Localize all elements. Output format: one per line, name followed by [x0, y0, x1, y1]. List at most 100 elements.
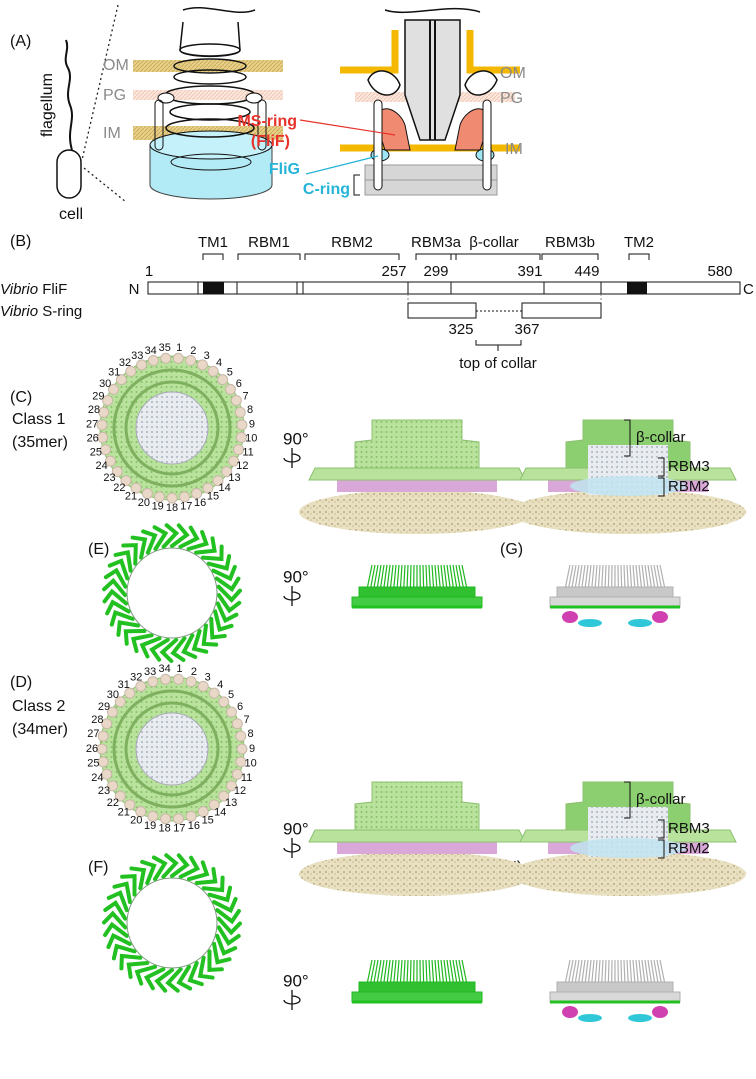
collar-model	[601, 959, 604, 983]
subunit-density	[125, 365, 137, 377]
subunit-model	[212, 941, 232, 965]
collar-model	[607, 959, 610, 983]
collar-model	[594, 564, 598, 588]
subunit-number: 8	[247, 404, 253, 416]
subunit-number: 23	[103, 472, 115, 484]
subunit-model	[123, 629, 147, 646]
rbm2-bracket	[658, 477, 665, 497]
rotation-label: 90°	[283, 429, 309, 448]
ring-model	[358, 586, 476, 598]
collar-model	[597, 564, 601, 588]
rbm3-density	[337, 480, 497, 492]
subunit-number: 15	[202, 815, 214, 827]
subunit-model	[111, 943, 137, 961]
subunit-density	[120, 475, 132, 487]
ms-ring-label: MS-ring	[237, 113, 297, 130]
collar-model	[650, 564, 656, 588]
subunit-number: 21	[125, 491, 137, 503]
rbm2-model	[562, 611, 578, 623]
subunit-model	[212, 896, 238, 914]
collar-model	[623, 959, 626, 983]
subunit-number: 4	[216, 357, 222, 369]
collar-model	[659, 959, 666, 983]
subunit-number: 27	[86, 418, 98, 430]
subunit-number: 22	[113, 482, 125, 494]
collar-model	[591, 959, 595, 983]
collar-model	[626, 564, 629, 588]
subunit-number: 14	[218, 482, 230, 494]
collar-model	[431, 564, 435, 588]
collar-model	[629, 959, 633, 983]
subunit-density	[196, 359, 208, 371]
subunit-number: 6	[237, 701, 243, 713]
collar-model	[409, 959, 412, 983]
collar-model	[623, 564, 626, 588]
subunit-number: 12	[236, 460, 248, 472]
flig-label: FliG	[269, 161, 300, 178]
subunit-model	[216, 584, 242, 603]
subunit-model	[215, 933, 238, 956]
collar-model	[386, 564, 391, 588]
collar-model	[366, 959, 373, 983]
membrane-label: IM	[505, 141, 523, 158]
subunit-density	[235, 431, 247, 443]
flif-label: (FliF)	[251, 133, 290, 150]
collar-density	[354, 419, 480, 469]
collar-model	[629, 564, 633, 588]
collar-model	[380, 959, 385, 983]
collar-model	[571, 564, 577, 588]
subunit-model	[194, 867, 218, 886]
collar-model	[653, 959, 659, 983]
subunit-density	[135, 680, 147, 692]
domain-bracket	[304, 253, 400, 260]
subunit-density	[101, 768, 113, 780]
domain-label: RBM2	[331, 234, 373, 251]
subunit-density	[207, 365, 219, 377]
collar-model	[393, 959, 397, 983]
collar-model	[386, 959, 391, 983]
subunit-density	[97, 431, 109, 443]
collar-model	[607, 564, 610, 588]
subunit-model	[181, 633, 198, 659]
subunit-model	[103, 921, 129, 938]
collar-model	[455, 564, 461, 588]
collar-model	[653, 564, 659, 588]
subunit-model	[139, 636, 162, 659]
rbm2-density	[299, 490, 535, 534]
collar-model	[446, 564, 451, 588]
subunit-density	[172, 352, 184, 364]
class-subtitle: (35mer)	[12, 434, 68, 451]
collar-model	[370, 564, 376, 588]
subunit-density	[160, 352, 172, 364]
subunit-number: 27	[87, 728, 99, 740]
collar-model	[588, 564, 592, 588]
collar-model	[458, 959, 464, 983]
collar-model	[440, 564, 444, 588]
subunit-density	[236, 419, 248, 431]
subunit-model	[176, 964, 193, 991]
subunit-density	[208, 687, 220, 699]
collar-model	[455, 959, 461, 983]
flig-density	[570, 838, 686, 858]
subunit-model	[113, 549, 133, 573]
collar-model	[403, 564, 406, 588]
subunit-density	[111, 466, 123, 478]
subunit-density	[108, 383, 120, 395]
residue-number: 325	[448, 321, 473, 338]
subunit-density	[147, 810, 159, 822]
subunit-number: 31	[118, 679, 130, 691]
subunit-density	[234, 406, 246, 418]
motor-schematic-right	[299, 7, 520, 196]
collar-model	[568, 959, 574, 983]
construct-label: Vibrio S-ring	[0, 303, 82, 320]
subunit-density	[212, 475, 224, 487]
collar-model	[366, 564, 373, 588]
subunit-model	[143, 967, 166, 991]
collar-model	[597, 959, 601, 983]
subunit-number: 16	[194, 497, 206, 509]
subunit-model	[194, 536, 217, 555]
side-label: RBM3	[668, 820, 710, 837]
subunit-density	[97, 730, 109, 742]
subunit-number: 20	[138, 497, 150, 509]
